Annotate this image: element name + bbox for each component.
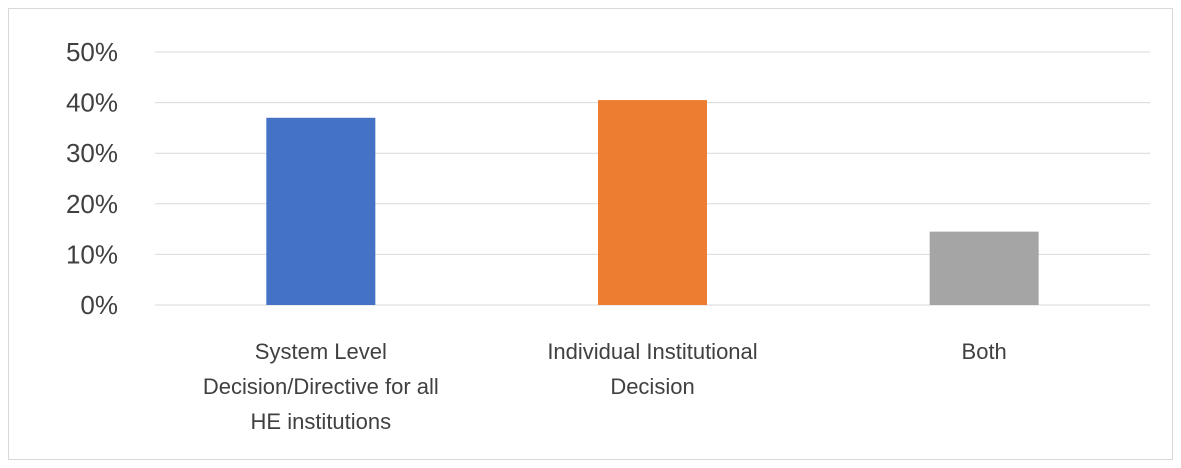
x-category-label: Both: [962, 339, 1007, 364]
bar: [598, 100, 707, 305]
y-tick-label: 10%: [66, 239, 118, 269]
bar: [266, 117, 376, 305]
y-tick-label: 20%: [66, 189, 118, 219]
y-tick-label: 30%: [66, 138, 118, 168]
x-category-label: Individual Institutional: [547, 339, 757, 364]
x-category-label: HE institutions: [251, 409, 392, 434]
y-tick-label: 0%: [80, 290, 118, 320]
x-category-label: Decision: [610, 374, 694, 399]
y-tick-label: 40%: [66, 88, 118, 118]
x-category-label: System Level: [255, 339, 387, 364]
bar: [929, 231, 1039, 305]
x-category-label: Decision/Directive for all: [203, 374, 439, 399]
y-tick-label: 50%: [66, 37, 118, 67]
